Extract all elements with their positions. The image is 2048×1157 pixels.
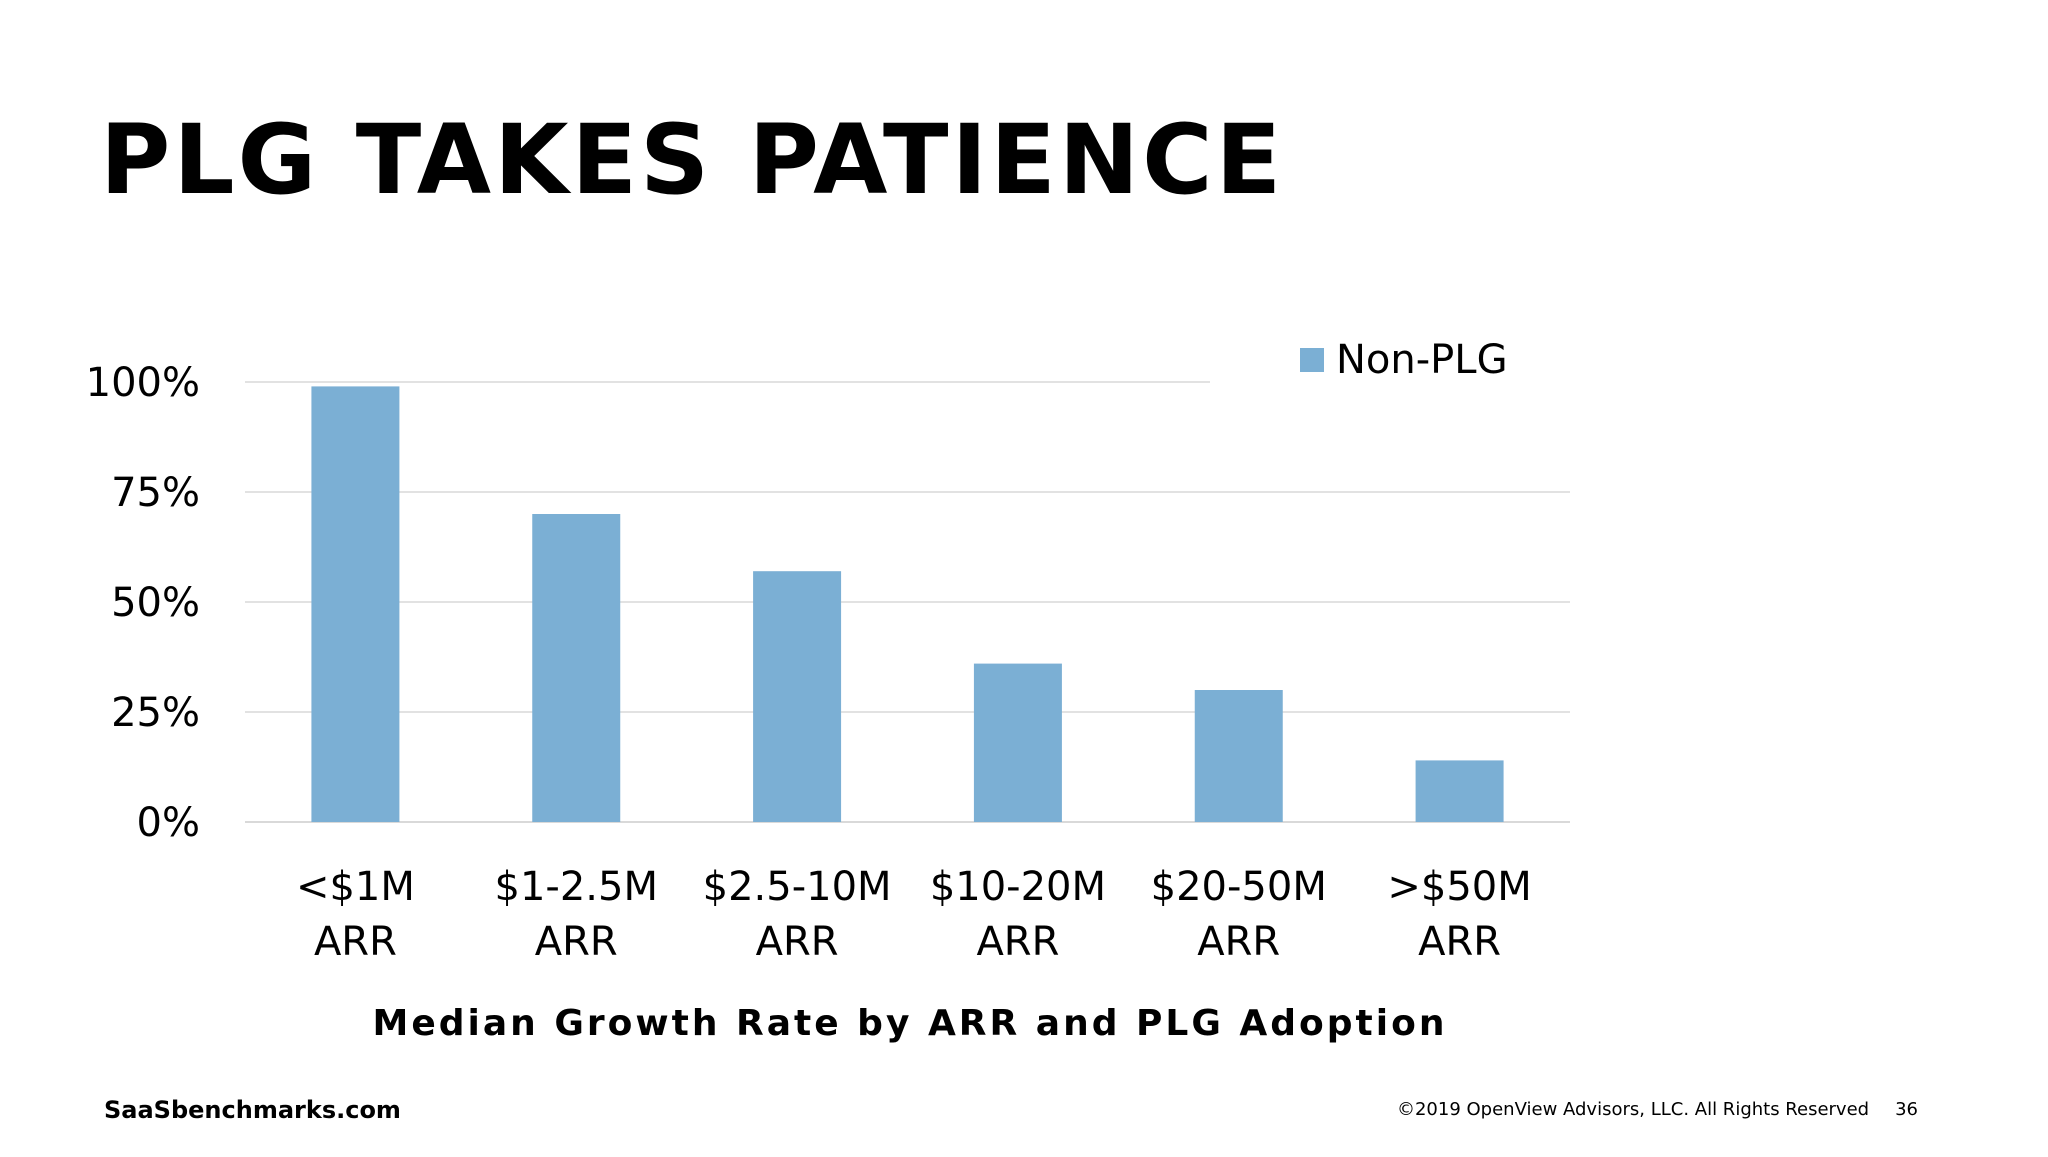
y-axis-ticks: 0% 25% 50% 75% 100% xyxy=(86,360,200,846)
x-tick-label: >$50M xyxy=(1387,864,1531,910)
x-tick-label: ARR xyxy=(756,919,839,965)
bar xyxy=(1415,760,1504,822)
y-tick-label: 0% xyxy=(137,800,200,846)
x-tick-label: <$1M xyxy=(296,864,415,910)
y-tick-label: 75% xyxy=(111,470,200,516)
footer-website: SaaSbenchmarks.com xyxy=(104,1096,401,1124)
slide-title: PLG TAKES PATIENCE xyxy=(100,104,1285,216)
gridlines xyxy=(245,381,1570,823)
y-tick-label: 25% xyxy=(111,690,200,736)
x-tick-label: ARR xyxy=(1418,919,1501,965)
bar xyxy=(532,514,621,822)
legend-swatch xyxy=(1300,348,1324,372)
x-tick-label: ARR xyxy=(976,919,1059,965)
x-tick-label: $20-50M xyxy=(1151,864,1327,910)
bar xyxy=(973,663,1062,822)
x-tick-label: ARR xyxy=(1197,919,1280,965)
x-tick-label: $1-2.5M xyxy=(495,864,658,910)
legend-label: Non-PLG xyxy=(1336,337,1508,383)
page-number: 36 xyxy=(1895,1099,1918,1120)
x-tick-label: ARR xyxy=(314,919,397,965)
footer-right: ©2019 OpenView Advisors, LLC. All Rights… xyxy=(1397,1099,1918,1120)
bars xyxy=(311,386,1504,822)
x-tick-label: ARR xyxy=(535,919,618,965)
legend: Non-PLG xyxy=(1300,337,1508,383)
bar xyxy=(753,571,842,822)
x-tick-label: $10-20M xyxy=(930,864,1106,910)
x-axis-ticks: <$1M ARR $1-2.5M ARR $2.5-10M ARR $10-20M ARR $2… xyxy=(296,864,1532,965)
chart-title: Median Growth Rate by ARR and PLG Adopti… xyxy=(372,1003,1448,1044)
x-tick-label: $2.5-10M xyxy=(703,864,892,910)
y-tick-label: 50% xyxy=(111,580,200,626)
bar xyxy=(1194,690,1283,822)
bar xyxy=(311,386,400,822)
y-tick-label: 100% xyxy=(86,360,200,406)
footer-copyright: ©2019 OpenView Advisors, LLC. All Rights… xyxy=(1396,1099,1870,1120)
